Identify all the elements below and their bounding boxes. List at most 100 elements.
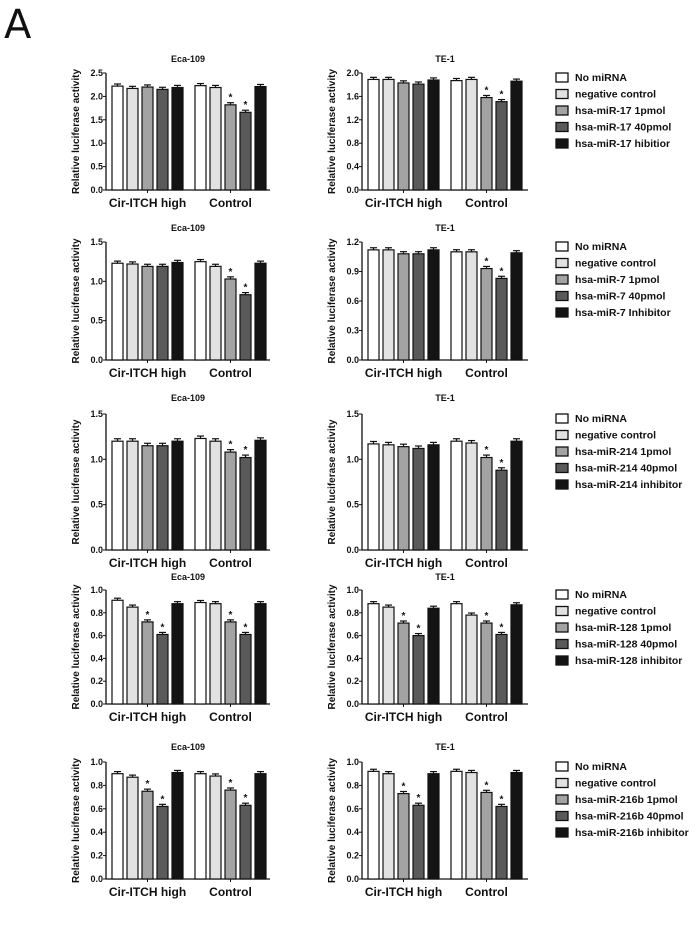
bar <box>450 770 463 880</box>
legend-label: hsa-miR-17 40pmol <box>575 122 671 134</box>
legend-swatch <box>555 462 569 474</box>
legend: No miRNA negative control hsa-miR-214 1pmo… <box>555 413 682 491</box>
y-tick-label: 0.5 <box>90 500 103 510</box>
legend-label: negative control <box>575 258 656 270</box>
significance-star: * <box>146 779 150 790</box>
chart-te1-5: TE-1 Relative luciferase activity 0.0 0.2 0.… <box>327 742 689 899</box>
bar <box>367 249 380 361</box>
y-tick-label: 1.0 <box>346 757 359 767</box>
legend-swatch <box>555 622 569 633</box>
bar <box>171 440 184 551</box>
bar <box>382 606 395 705</box>
bar <box>194 601 207 705</box>
x-category-label: Cir-ITCH high <box>109 885 186 899</box>
y-tick-label: 0.2 <box>90 676 103 686</box>
y-tick-label: 0.8 <box>90 780 103 790</box>
bar <box>427 444 440 551</box>
y-tick-label: 0.4 <box>346 827 359 837</box>
legend-swatch <box>555 138 569 149</box>
legend-label: hsa-miR-128 inhibitor <box>575 655 682 667</box>
y-tick-label: 0.0 <box>346 545 359 555</box>
bar <box>111 85 124 191</box>
x-category-label: Control <box>209 196 252 210</box>
significance-star: * <box>500 622 504 633</box>
y-tick-label: 0.6 <box>346 631 359 641</box>
bar <box>194 773 207 880</box>
legend-swatch <box>555 307 569 318</box>
y-tick-label: 0.4 <box>90 653 103 663</box>
bar <box>156 88 169 191</box>
legend-swatch <box>555 274 569 285</box>
y-axis-label: Relative luciferase activity <box>71 758 82 884</box>
bar <box>209 86 222 191</box>
bar <box>209 775 222 880</box>
y-tick-label: 0.8 <box>346 608 359 618</box>
y-tick-label: 1.0 <box>90 138 103 148</box>
legend-label: negative control <box>575 89 656 101</box>
y-tick-label: 1.6 <box>346 91 359 101</box>
bar <box>111 599 124 705</box>
y-tick-label: 0.0 <box>90 185 103 195</box>
y-tick-label: 0.6 <box>90 804 103 814</box>
y-tick-label: 0.3 <box>346 326 359 336</box>
legend-label: hsa-miR-214 1pmol <box>575 446 671 458</box>
legend-swatch <box>555 72 569 83</box>
bar <box>510 771 523 880</box>
y-tick-label: 0.0 <box>346 699 359 709</box>
y-tick-label: 1.0 <box>346 585 359 595</box>
y-tick-label: 0.4 <box>90 827 103 837</box>
legend-label: hsa-miR-17 hibitior <box>575 138 670 150</box>
bar <box>156 265 169 361</box>
bar <box>450 603 463 705</box>
legend-label: hsa-miR-17 1pmol <box>575 105 666 117</box>
y-tick-label: 0.0 <box>90 355 103 365</box>
x-category-label: Control <box>465 196 508 210</box>
legend-label: negative control <box>575 606 656 618</box>
y-tick-label: 0.0 <box>90 545 103 555</box>
significance-star: * <box>417 793 421 804</box>
chart-title: Eca-109 <box>171 742 205 752</box>
significance-star: * <box>244 622 248 633</box>
significance-star: * <box>229 93 233 104</box>
y-tick-label: 1.0 <box>90 276 103 286</box>
bar <box>224 621 237 705</box>
y-tick-label: 1.2 <box>346 237 359 247</box>
legend-swatch <box>555 794 569 805</box>
bar <box>126 776 139 880</box>
legend-label: hsa-miR-216b 40pmol <box>575 811 684 823</box>
significance-star: * <box>161 794 165 805</box>
y-tick-label: 1.0 <box>90 454 103 464</box>
legend-swatch <box>555 655 569 666</box>
y-axis-label: Relative luciferase activity <box>71 238 82 364</box>
bar <box>194 261 207 361</box>
bar <box>224 278 237 361</box>
y-tick-label: 0.2 <box>90 851 103 861</box>
legend-label: No miRNA <box>575 589 627 601</box>
y-tick-label: 1.2 <box>346 115 359 125</box>
x-category-label: Cir-ITCH high <box>109 196 186 210</box>
bar <box>510 604 523 705</box>
legend-swatch <box>555 827 569 838</box>
significance-star: * <box>161 622 165 633</box>
y-axis-label: Relative luciferase activity <box>327 238 338 364</box>
bar <box>397 622 410 705</box>
legend-swatch <box>555 777 569 789</box>
bar <box>224 789 237 880</box>
y-tick-label: 0.0 <box>346 355 359 365</box>
legend: No miRNA negative control hsa-miR-17 1pmol… <box>555 72 671 150</box>
legend-swatch <box>555 589 569 600</box>
bar <box>156 805 169 880</box>
legend: No miRNA negative control hsa-miR-7 1pmol h… <box>555 241 671 319</box>
significance-star: * <box>485 780 489 791</box>
chart-title: TE-1 <box>435 742 455 752</box>
bar <box>510 252 523 361</box>
y-tick-label: 1.0 <box>90 757 103 767</box>
chart-eca109-5: Eca-109 Relative luciferase activity 0.0 0.… <box>71 742 270 899</box>
bar <box>156 633 169 705</box>
significance-star: * <box>229 267 233 278</box>
bar <box>224 451 237 551</box>
significance-star: * <box>244 445 248 456</box>
legend: No miRNA negative control hsa-miR-216b 1pm… <box>555 761 689 839</box>
bar <box>412 83 425 191</box>
legend-swatch <box>555 105 569 116</box>
